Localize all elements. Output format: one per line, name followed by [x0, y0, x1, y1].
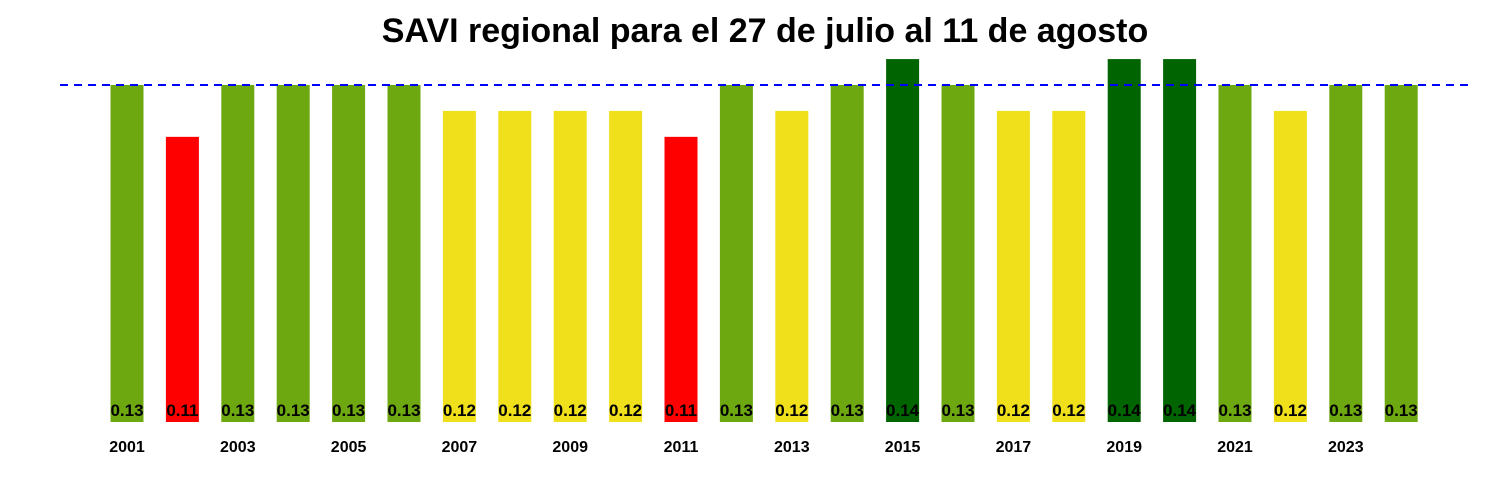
x-tick-label-2011: 2011	[664, 439, 699, 456]
bar-2016	[941, 85, 975, 422]
value-label-2011: 0.11	[665, 401, 697, 420]
bar-2023	[1329, 85, 1363, 422]
bar-2005	[332, 85, 366, 422]
value-label-2006: 0.13	[387, 401, 420, 420]
value-label-2021: 0.13	[1218, 401, 1251, 420]
value-label-2003: 0.13	[221, 401, 254, 420]
x-tick-label-2013: 2013	[774, 439, 810, 456]
value-label-2005: 0.13	[332, 401, 365, 420]
value-label-2024: 0.13	[1385, 401, 1418, 420]
value-label-2020: 0.14	[1163, 401, 1197, 420]
bar-2008	[498, 110, 532, 422]
value-label-2008: 0.12	[498, 401, 531, 420]
value-label-2016: 0.13	[941, 401, 974, 420]
x-tick-label-2009: 2009	[552, 439, 588, 456]
bar-2003	[221, 85, 255, 422]
bar-2015	[886, 59, 920, 422]
x-tick-label-2023: 2023	[1328, 439, 1364, 456]
x-tick-label-2019: 2019	[1106, 439, 1142, 456]
bar-2018	[1052, 110, 1086, 422]
bar-2007	[442, 110, 476, 422]
bar-2017	[996, 110, 1030, 422]
value-label-2015: 0.14	[886, 401, 920, 420]
bar-2020	[1163, 59, 1197, 422]
value-label-2023: 0.13	[1329, 401, 1362, 420]
value-label-2001: 0.13	[110, 401, 143, 420]
x-tick-label-2001: 2001	[109, 439, 145, 456]
x-tick-label-2005: 2005	[331, 439, 367, 456]
value-label-2012: 0.13	[720, 401, 753, 420]
value-label-2017: 0.12	[997, 401, 1030, 420]
value-label-2014: 0.13	[831, 401, 864, 420]
value-label-2002: 0.11	[166, 401, 198, 420]
bar-2009	[553, 110, 587, 422]
x-tick-label-2015: 2015	[885, 439, 921, 456]
value-label-2019: 0.14	[1108, 401, 1142, 420]
bar-2024	[1384, 85, 1418, 422]
bar-2011	[664, 136, 698, 422]
bar-2002	[165, 136, 199, 422]
bar-2021	[1218, 85, 1252, 422]
x-tick-label-2021: 2021	[1217, 439, 1253, 456]
value-label-2009: 0.12	[554, 401, 587, 420]
bar-2010	[609, 110, 643, 422]
value-label-2010: 0.12	[609, 401, 642, 420]
value-label-2018: 0.12	[1052, 401, 1085, 420]
bar-2019	[1107, 59, 1141, 422]
value-label-2004: 0.13	[277, 401, 310, 420]
x-tick-label-2003: 2003	[220, 439, 256, 456]
bar-2001	[110, 85, 144, 422]
bar-2004	[276, 85, 310, 422]
value-label-2013: 0.12	[775, 401, 808, 420]
value-label-2007: 0.12	[443, 401, 476, 420]
bar-2022	[1273, 110, 1307, 422]
x-tick-label-2017: 2017	[996, 439, 1032, 456]
chart-title: SAVI regional para el 27 de julio al 11 …	[381, 12, 1149, 50]
bar-2014	[830, 85, 864, 422]
bar-2012	[719, 85, 753, 422]
value-label-2022: 0.12	[1274, 401, 1307, 420]
bar-2013	[775, 110, 809, 422]
x-tick-label-2007: 2007	[442, 439, 478, 456]
bar-2006	[387, 85, 421, 422]
